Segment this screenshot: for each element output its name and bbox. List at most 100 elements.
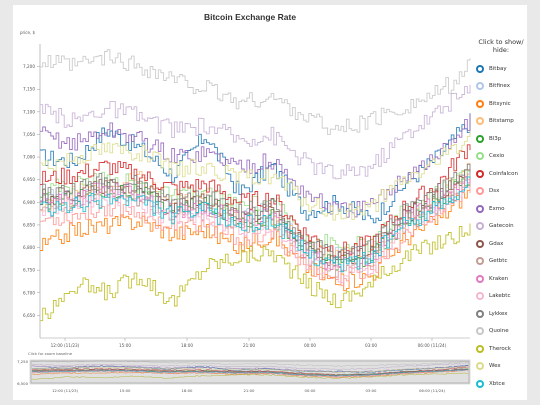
y-tick-label: 6,950 [23,177,35,182]
legend-swatch [476,204,484,213]
x-tick-label: 06:00 (11/24) [418,343,447,348]
series-line-exmo [40,114,471,218]
legend-label: Coinfalcon [489,170,518,177]
legend-item-kraken[interactable]: Kraken [476,270,536,288]
legend-item-wex[interactable]: Wex [476,358,536,376]
legend-item-bitsynic[interactable]: Bitsynic [476,95,536,113]
legend-item-bitbay[interactable]: Bitbay [476,60,536,78]
series-line-quoine [40,49,471,136]
legend-label: Bl3p [489,135,502,142]
legend-item-getbtc[interactable]: Getbtc [476,253,536,271]
legend-swatch [476,344,484,353]
legend-item-exmo[interactable]: Exmo [476,200,536,218]
overview-line-gatecoin [32,362,469,370]
legend-swatch [476,169,484,178]
x-tick-label: 03:00 [365,343,377,348]
series-line-gatecoin [40,84,471,180]
legend-label: Quoine [489,328,509,335]
y-tick-label: 7,200 [23,64,35,69]
overview-line-wex [32,366,469,373]
legend-item-gatecoin[interactable]: Gatecoin [476,218,536,236]
legend-label: Bitfinex [489,83,510,90]
overview-line-therock [32,372,469,380]
series-line-lykkex [40,163,471,263]
x-tick-label: 12:00 (11/23) [51,343,80,348]
y-tick-label: 6,800 [23,245,35,250]
overview-x-tick-label: 18:00 [182,388,194,393]
legend-swatch [476,257,484,266]
series-line-lakebtc [40,186,471,284]
overview-brush[interactable] [30,360,470,384]
x-tick-label: 00:00 [304,343,316,348]
legend-item-lakebtc[interactable]: Lakebtc [476,288,536,306]
y-tick-label: 6,700 [23,290,35,295]
legend-swatch [476,327,484,336]
legend-label: Gdax [489,240,504,247]
legend-item-xbtce[interactable]: Xbtce [476,375,536,393]
legend-item-bitstamp[interactable]: Bitstamp [476,113,536,131]
legend-label: Dsx [489,188,500,195]
legend-swatch [476,99,484,108]
legend-label: Kraken [489,275,509,282]
overview-x-tick-label: 06:00 (11/24) [419,388,446,393]
legend-swatch [476,239,484,248]
legend-label: Wex [489,363,501,370]
legend-label: Lakebtc [489,293,511,300]
legend-label: Cexio [489,153,505,160]
legend-label: Exmo [489,205,505,212]
legend-label: Bitstamp [489,118,514,125]
x-tick-label: 21:00 [243,343,255,348]
overview-x-tick-label: 21:00 [244,388,256,393]
overview-x-tick-label: 12:00 (11/23) [52,388,79,393]
legend-swatch [476,117,484,126]
legend-swatch [476,309,484,318]
legend-swatch [476,187,484,196]
legend-label: Bitsynic [489,100,511,107]
y-tick-label: 7,050 [23,132,35,137]
series-line-xbtce [40,176,471,273]
legend-swatch [476,134,484,143]
legend-item-cexio[interactable]: Cexio [476,148,536,166]
series-line-therock [40,223,471,322]
overview-x-tick-label: 03:00 [366,388,378,393]
legend-item-bitfinex[interactable]: Bitfinex [476,78,536,96]
legend-label: Xbtce [489,380,505,387]
legend-swatch [476,82,484,91]
legend-label: Therock [489,345,511,352]
y-tick-label: 6,650 [23,313,35,318]
y-tick-label: 6,750 [23,268,35,273]
x-tick-label: 15:00 [119,343,131,348]
overview-line-xbtce [32,369,469,377]
legend-swatch [476,64,484,73]
y-axis-label: price, $ [20,30,36,35]
legend-swatch [476,362,484,371]
legend-item-gdax[interactable]: Gdax [476,235,536,253]
overview-y-tick-label: 6,500 [17,381,28,386]
legend-label: Getbtc [489,258,508,265]
overview-line-lykkex [32,368,469,376]
overview-x-tick-label: 15:00 [120,388,132,393]
chart-title: Bitcoin Exchange Rate [203,12,297,22]
legend-title: Click to show/ hide: [478,38,524,54]
y-tick-label: 7,150 [23,87,35,92]
y-tick-label: 6,900 [23,200,35,205]
legend-label: Gatecoin [489,223,514,230]
legend-item-bl3p[interactable]: Bl3p [476,130,536,148]
x-tick-label: 18:00 [181,343,193,348]
legend-item-therock[interactable]: Therock [476,340,536,358]
overview-y-tick-label: 7,250 [17,359,28,364]
legend-swatch [476,292,484,301]
overview-hint: Click for zoom baseline [28,351,73,356]
legend-item-quoine[interactable]: Quoine [476,323,536,341]
legend-swatch [476,222,484,231]
legend-swatch [476,152,484,161]
y-tick-label: 7,100 [23,109,35,114]
legend-swatch [476,379,484,388]
legend-label: Bitbay [489,65,507,72]
legend-swatch [476,274,484,283]
legend-item-coinfalcon[interactable]: Coinfalcon [476,165,536,183]
legend-item-dsx[interactable]: Dsx [476,183,536,201]
legend-item-lykkex[interactable]: Lykkex [476,305,536,323]
y-tick-label: 6,850 [23,222,35,227]
